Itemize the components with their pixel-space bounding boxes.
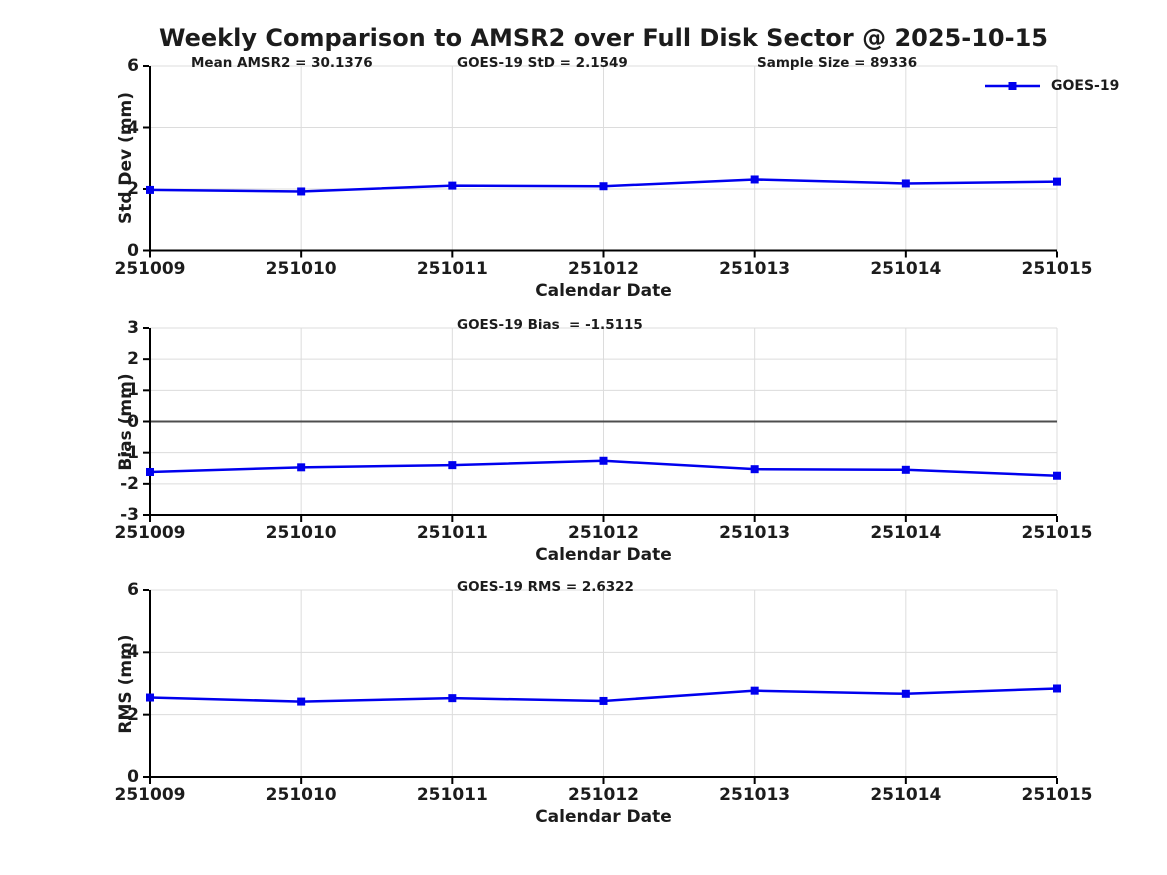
data-point-marker <box>448 694 457 703</box>
x-tick-label: 251015 <box>1021 785 1093 805</box>
data-point-marker <box>146 467 154 476</box>
x-axis-title: Calendar Date <box>535 807 672 827</box>
data-point-marker <box>599 696 608 705</box>
y-tick-label: 6 <box>127 56 139 76</box>
data-point-marker <box>448 181 457 190</box>
data-point-marker <box>1053 471 1061 480</box>
x-axis-title: Calendar Date <box>535 280 672 301</box>
x-tick-label: 251012 <box>568 258 639 279</box>
y-tick-label: 2 <box>127 179 139 199</box>
y-tick-label: -2 <box>120 473 139 494</box>
y-tick-label: -1 <box>120 442 139 463</box>
y-tick-label: 4 <box>127 642 139 663</box>
data-point-marker <box>901 689 910 698</box>
data-point-marker <box>297 697 306 706</box>
y-tick-label: 0 <box>127 411 139 432</box>
x-tick-label: 251015 <box>1021 523 1093 543</box>
x-tick-label: 251012 <box>568 523 639 543</box>
y-tick-label: 0 <box>127 240 139 261</box>
data-point-marker <box>448 461 457 470</box>
data-point-marker <box>901 465 910 474</box>
legend-marker <box>1008 82 1017 90</box>
stat-annotation: GOES-19 Bias = -1.5115 <box>457 317 643 333</box>
stat-annotation: GOES-19 RMS = 2.6322 <box>457 579 634 595</box>
x-tick-label: 251009 <box>114 258 186 279</box>
data-point-marker <box>297 463 306 472</box>
x-tick-label: 251014 <box>870 785 942 805</box>
y-tick-label: 3 <box>127 318 139 338</box>
data-point-marker <box>297 187 306 196</box>
x-tick-label: 251009 <box>114 523 186 543</box>
data-point-marker <box>750 686 759 695</box>
x-tick-label: 251014 <box>870 523 942 543</box>
data-point-marker <box>901 179 910 188</box>
figure-title: Weekly Comparison to AMSR2 over Full Dis… <box>159 24 1048 52</box>
x-tick-label: 251010 <box>265 785 337 805</box>
y-tick-label: 4 <box>127 117 139 138</box>
data-point-marker <box>1053 684 1061 693</box>
x-tick-label: 251010 <box>265 258 337 279</box>
y-tick-label: 2 <box>127 349 139 370</box>
x-tick-label: 251013 <box>719 785 791 805</box>
x-tick-label: 251013 <box>719 258 791 279</box>
stat-annotation: Sample Size = 89336 <box>757 55 918 71</box>
data-point-marker <box>599 182 608 191</box>
legend-label: GOES-19 <box>1051 77 1120 94</box>
x-tick-label: 251011 <box>416 785 488 805</box>
x-tick-label: 251011 <box>416 258 488 279</box>
x-tick-label: 251015 <box>1021 258 1093 279</box>
data-point-marker <box>750 175 759 184</box>
x-tick-label: 251011 <box>416 523 488 543</box>
stat-annotation: GOES-19 StD = 2.1549 <box>457 55 628 71</box>
data-point-marker <box>1053 177 1061 186</box>
data-point-marker <box>146 693 154 702</box>
x-tick-label: 251009 <box>114 785 186 805</box>
y-axis-title: RMS (mm) <box>116 633 136 734</box>
y-tick-label: 1 <box>127 380 139 401</box>
stat-annotation: Mean AMSR2 = 30.1376 <box>191 55 373 71</box>
data-point-marker <box>750 465 759 474</box>
data-point-marker <box>599 456 608 465</box>
y-tick-label: 6 <box>127 580 139 600</box>
x-axis-title: Calendar Date <box>535 545 672 565</box>
x-tick-label: 251013 <box>719 523 791 543</box>
x-tick-label: 251014 <box>870 258 942 279</box>
x-tick-label: 251010 <box>265 523 337 543</box>
y-tick-label: 2 <box>127 704 139 725</box>
y-tick-label: 0 <box>127 767 139 787</box>
x-tick-label: 251012 <box>568 785 639 805</box>
y-tick-label: -3 <box>120 505 139 525</box>
data-point-marker <box>146 185 154 194</box>
